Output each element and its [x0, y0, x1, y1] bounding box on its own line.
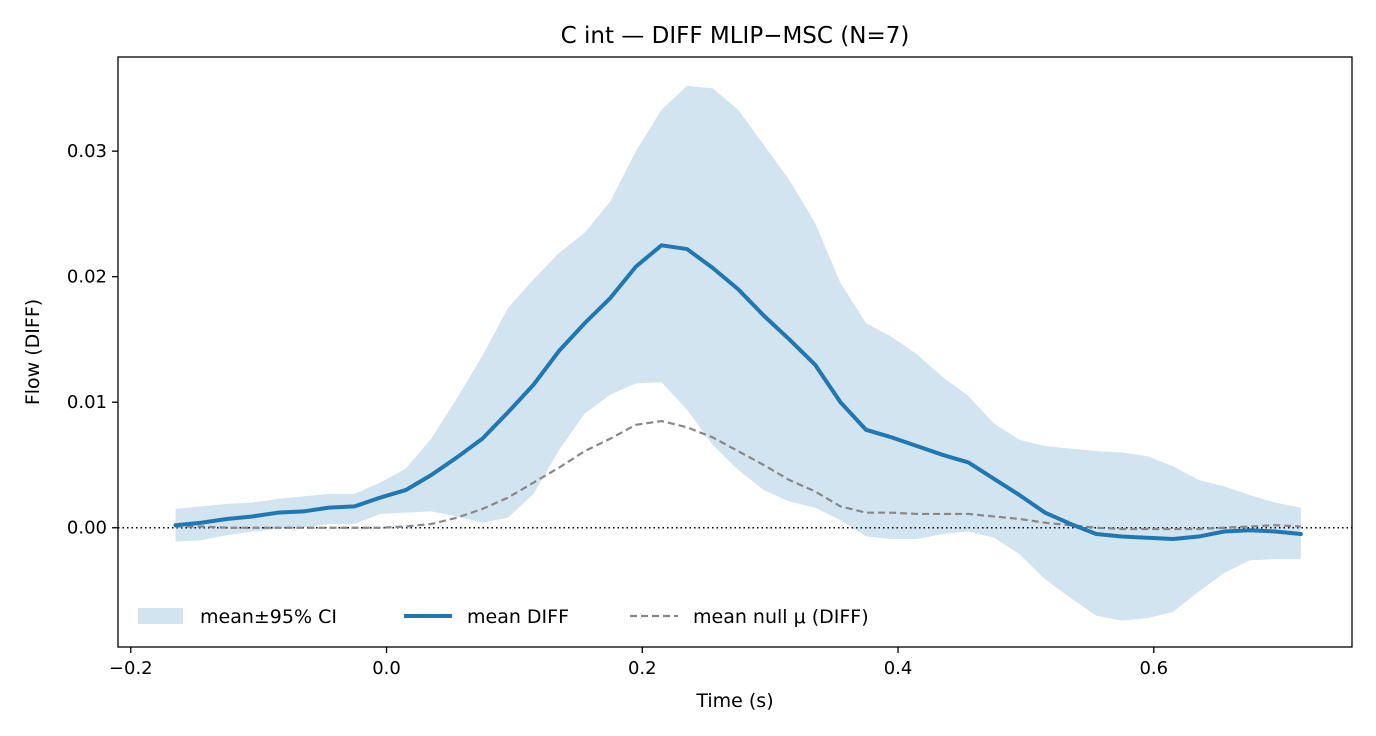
y-tick-label: 0.03: [67, 141, 107, 162]
ci-band: [175, 85, 1301, 621]
legend-label: mean null μ (DIFF): [693, 606, 869, 628]
chart-title: C int — DIFF MLIP−MSC (N=7): [561, 23, 910, 49]
plot-frame: [117, 56, 1353, 648]
y-axis: 0.00 0.01 0.02 0.03: [67, 141, 118, 539]
y-axis-label: Flow (DIFF): [22, 299, 44, 405]
y-tick-label: 0.02: [67, 267, 107, 288]
x-axis: −0.2 0.0 0.2 0.4 0.6: [109, 647, 1168, 679]
y-tick-label: 0.01: [67, 392, 107, 413]
x-tick-label: 0.0: [372, 658, 401, 679]
null-mean-line: [175, 419, 1301, 531]
mean-diff-line: [173, 243, 1303, 542]
x-tick-label: 0.4: [884, 658, 913, 679]
x-tick-label: 0.6: [1139, 658, 1168, 679]
x-tick-label: −0.2: [109, 658, 153, 679]
legend: mean±95% CI mean DIFF mean null μ (DIFF): [138, 606, 869, 628]
legend-label: mean±95% CI: [200, 606, 337, 628]
legend-label: mean DIFF: [467, 606, 569, 628]
legend-swatch-band: [138, 608, 183, 624]
y-tick-label: 0.00: [67, 518, 107, 539]
x-tick-label: 0.2: [628, 658, 657, 679]
x-axis-label: Time (s): [695, 690, 773, 712]
plot-area: [118, 85, 1352, 621]
